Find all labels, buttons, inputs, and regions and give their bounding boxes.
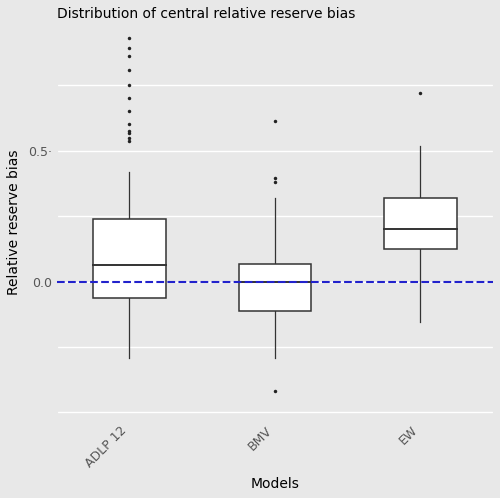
Bar [238,263,312,311]
Text: Distribution of central relative reserve bias: Distribution of central relative reserve… [57,7,355,21]
Y-axis label: Relative reserve bias: Relative reserve bias [7,150,21,295]
Bar [384,198,456,249]
Bar [93,220,166,298]
X-axis label: Models: Models [250,477,300,491]
